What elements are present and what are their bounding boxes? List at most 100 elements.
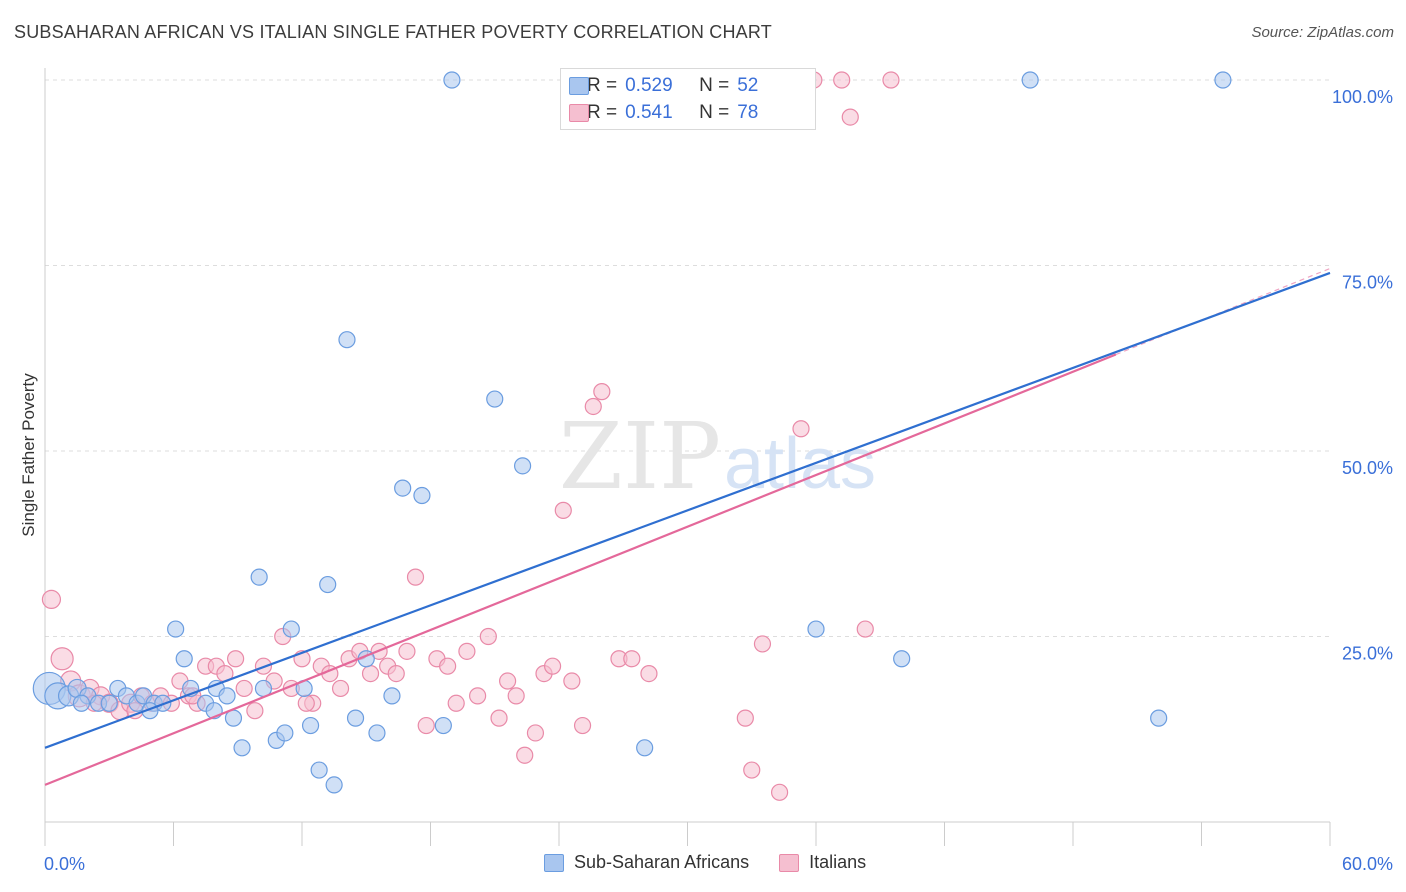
- subsaharan-point: [319, 575, 337, 594]
- italians-point: [458, 642, 476, 660]
- subsaharan-point: [1021, 71, 1039, 89]
- subsaharan-point: [394, 479, 412, 497]
- series-legend: Sub-Saharan Africans Italians: [544, 852, 896, 873]
- italians-point: [41, 589, 62, 610]
- italians-point: [246, 702, 264, 720]
- subsaharan-point: [72, 694, 91, 712]
- r-label: R =: [587, 75, 618, 96]
- italians-point: [856, 620, 874, 638]
- subsaharan-point: [807, 620, 825, 638]
- subsaharan-point: [282, 620, 300, 638]
- italians-point: [554, 501, 572, 519]
- italians-point: [469, 687, 487, 705]
- italians-point: [526, 724, 545, 742]
- axis-labels: 25.0% 50.0% 75.0% 100.0% 0.0% 60.0% Single Fat…: [19, 87, 1393, 874]
- y-tick-label: 50.0%: [1342, 458, 1393, 478]
- italians-point: [398, 642, 416, 660]
- subsaharan-point: [276, 724, 294, 742]
- subsaharan-point: [233, 739, 251, 757]
- subsaharan-point: [338, 331, 356, 349]
- italians-point: [736, 709, 754, 727]
- italians-point: [499, 672, 517, 690]
- r-label: R =: [587, 102, 618, 123]
- correlation-legend: R = 0.529 N = 52 R = 0.541 N = 78: [560, 68, 816, 130]
- italians-point: [361, 664, 380, 683]
- subsaharan-point: [167, 620, 185, 638]
- italians-point: [882, 71, 900, 89]
- subsaharan-point: [368, 724, 386, 742]
- legend-row-subsaharan: R = 0.529 N = 52: [569, 73, 759, 99]
- subsaharan-point: [513, 457, 532, 475]
- subsaharan-point: [413, 486, 431, 505]
- italians-point: [573, 716, 592, 735]
- subsaharan-point: [175, 650, 193, 668]
- subsaharan-point: [636, 739, 654, 757]
- italians-trend-extension: [1115, 267, 1331, 356]
- italians-trend-line: [44, 353, 1117, 786]
- blue-swatch: [569, 77, 589, 95]
- subsaharan-point: [310, 761, 328, 779]
- subsaharan-point: [1150, 709, 1168, 727]
- italians-point: [227, 650, 245, 668]
- n-label: N =: [699, 75, 730, 96]
- r-value: 0.529: [625, 75, 673, 96]
- italians-point: [507, 687, 525, 705]
- legend-label: Italians: [809, 852, 867, 872]
- r-value: 0.541: [625, 102, 673, 123]
- legend-item-italians[interactable]: Italians: [779, 852, 866, 873]
- grid-layer: [45, 79, 1330, 637]
- italians-point: [417, 716, 435, 735]
- italians-point: [623, 650, 641, 668]
- n-value: 52: [737, 75, 759, 96]
- legend-label: Sub-Saharan Africans: [574, 852, 750, 872]
- italians-point: [490, 709, 508, 727]
- subsaharan-point: [434, 716, 452, 735]
- subsaharan-point: [383, 687, 401, 705]
- subsaharan-point: [100, 694, 118, 712]
- trend-lines: [44, 267, 1331, 786]
- italians-point: [841, 108, 859, 126]
- subsaharan-trend-line: [44, 271, 1331, 749]
- y-axis-title: Single Father Poverty: [19, 373, 38, 537]
- subsaharan-point: [346, 709, 365, 727]
- n-value: 78: [737, 102, 759, 123]
- italians-point: [297, 694, 315, 712]
- italians-point: [563, 672, 581, 690]
- italians-point: [406, 568, 425, 586]
- italians-point: [387, 664, 405, 683]
- subsaharan-point: [250, 568, 268, 586]
- legend-item-subsaharan[interactable]: Sub-Saharan Africans: [544, 852, 749, 873]
- legend-row-italians: R = 0.541 N = 78: [569, 100, 759, 126]
- italians-point: [753, 635, 772, 653]
- subsaharan-point: [325, 776, 343, 794]
- subsaharan-point: [443, 71, 461, 89]
- italians-point: [770, 783, 789, 801]
- y-tick-label: 75.0%: [1342, 273, 1393, 293]
- italians-point: [516, 746, 534, 764]
- subsaharan-point: [486, 390, 504, 408]
- pink-swatch: [569, 104, 589, 122]
- chart-title: SUBSAHARAN AFRICAN VS ITALIAN SINGLE FAT…: [14, 22, 772, 42]
- italians-point: [792, 420, 810, 438]
- subsaharan-point: [218, 687, 236, 705]
- subsaharan-point: [301, 716, 320, 735]
- italians-point: [640, 664, 658, 683]
- italians-point: [833, 71, 851, 89]
- x-tick-label: 60.0%: [1342, 854, 1393, 874]
- italians-point: [447, 694, 465, 712]
- italians-point: [439, 657, 457, 675]
- x-tick-label: 0.0%: [44, 854, 85, 874]
- watermark-atlas: atlas: [724, 424, 876, 504]
- italians-point: [50, 647, 74, 671]
- y-tick-label: 100.0%: [1332, 87, 1393, 107]
- subsaharan-points: [32, 71, 1232, 794]
- watermark-zip: ZIP: [559, 403, 721, 510]
- n-label: N =: [699, 102, 730, 123]
- italians-point: [593, 383, 611, 401]
- italians-point: [584, 397, 602, 416]
- italians-point: [331, 679, 350, 698]
- italians-point: [235, 679, 253, 698]
- italians-point: [543, 657, 562, 675]
- italians-point: [743, 761, 761, 779]
- subsaharan-point: [1214, 71, 1232, 89]
